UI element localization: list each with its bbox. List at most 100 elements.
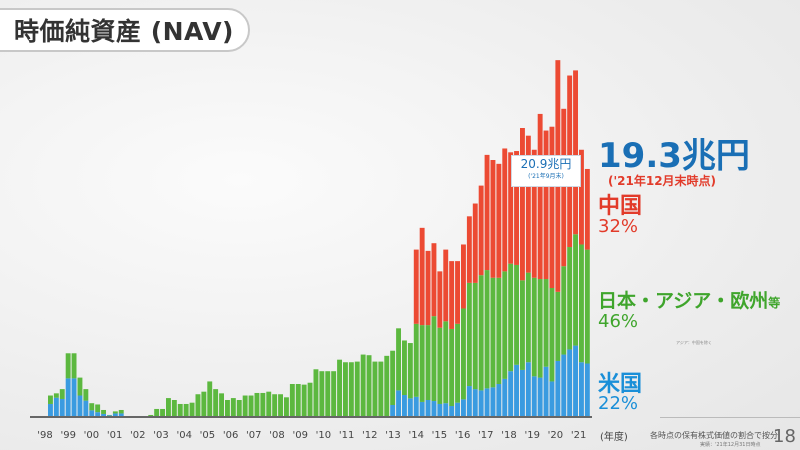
bar-japan-asia-europe: [402, 340, 407, 396]
x-tick-label: '05: [200, 430, 215, 441]
bar-japan-asia-europe: [230, 398, 236, 416]
jae-label: 日本・アジア・欧州等: [598, 286, 780, 313]
bar-japan-asia-europe: [166, 398, 171, 416]
bar-japan-asia-europe: [490, 277, 496, 388]
x-tick-label: '14: [408, 430, 423, 441]
bar-china: [461, 244, 466, 309]
bar-japan-asia-europe: [484, 270, 490, 389]
bar-us: [573, 345, 578, 416]
bar-us: [490, 387, 496, 416]
x-tick-label: '08: [269, 430, 284, 441]
footer-divider: [660, 417, 800, 418]
bar-us: [502, 378, 508, 416]
bar-japan-asia-europe: [325, 371, 331, 416]
bar-us: [396, 390, 401, 416]
bar-china: [431, 243, 437, 317]
bar-china: [443, 249, 449, 322]
bar-china: [425, 250, 431, 326]
bar-japan-asia-europe: [89, 403, 95, 411]
bar-japan-asia-europe: [207, 381, 213, 416]
bar-japan-asia-europe: [549, 288, 555, 382]
bar-japan-asia-europe: [567, 247, 573, 350]
bar-japan-asia-europe: [360, 354, 366, 416]
bar-china: [478, 185, 484, 276]
bar-us: [514, 364, 519, 416]
x-tick-label: '20: [548, 430, 563, 441]
bar-japan-asia-europe: [372, 361, 378, 416]
bar-us: [402, 395, 407, 416]
bar-us: [83, 400, 89, 416]
bar-us: [579, 362, 584, 416]
callout-value: 20.9兆円: [520, 157, 572, 171]
bar-japan-asia-europe: [101, 409, 106, 414]
bar-japan-asia-europe: [466, 282, 472, 387]
bar-us: [71, 378, 77, 416]
bar-japan-asia-europe: [189, 402, 195, 416]
x-axis-unit: (年度): [600, 432, 628, 443]
bar-us: [419, 401, 425, 416]
bar-us: [520, 369, 525, 416]
bar-japan-asia-europe: [478, 275, 484, 391]
bar-japan-asia-europe: [425, 325, 431, 400]
bar-us: [472, 389, 478, 416]
bar-japan-asia-europe: [461, 308, 466, 400]
bar-japan-asia-europe: [584, 249, 590, 364]
bar-us: [53, 397, 59, 416]
bar-us: [478, 390, 484, 416]
bar-japan-asia-europe: [71, 353, 77, 379]
bar-japan-asia-europe: [213, 389, 219, 416]
bar-japan-asia-europe: [337, 359, 342, 416]
x-tick-label: '13: [385, 430, 400, 441]
bar-japan-asia-europe: [502, 271, 508, 379]
bar-japan-asia-europe: [183, 403, 189, 416]
bar-japan-asia-europe: [413, 323, 419, 397]
bar-us: [466, 386, 472, 416]
bar-japan-asia-europe: [407, 343, 413, 399]
x-tick-label: '03: [153, 430, 168, 441]
callout-date: ('21年9月末): [528, 173, 564, 180]
bar-us: [431, 401, 437, 416]
bar-japan-asia-europe: [508, 263, 514, 372]
bar-us: [112, 413, 118, 416]
bar-us: [461, 399, 466, 416]
bar-japan-asia-europe: [455, 323, 460, 403]
x-tick-label: '01: [107, 430, 122, 441]
bar-us: [537, 377, 543, 416]
bar-japan-asia-europe: [154, 408, 160, 416]
bar-japan-asia-europe: [289, 384, 295, 416]
bar-japan-asia-europe: [201, 391, 207, 416]
bar-japan-asia-europe: [301, 384, 307, 416]
page-title: 時価純資産 (NAV): [0, 8, 250, 52]
bar-china: [490, 160, 496, 278]
x-tick-label: '98: [37, 430, 52, 441]
bar-japan-asia-europe: [537, 279, 543, 378]
bar-japan-asia-europe: [331, 371, 337, 416]
bar-us: [543, 366, 549, 416]
bar-japan-asia-europe: [443, 321, 449, 404]
bar-china: [413, 249, 419, 324]
us-pct: 22%: [598, 393, 639, 414]
bar-us: [59, 398, 65, 416]
bar-japan-asia-europe: [431, 316, 437, 402]
bar-japan-asia-europe: [343, 362, 348, 416]
bar-china: [579, 149, 584, 245]
bar-japan-asia-europe: [83, 389, 89, 401]
x-tick-label: '06: [223, 430, 238, 441]
bar-us: [107, 415, 112, 416]
bar-us: [549, 381, 555, 416]
jae-pct: 46%: [598, 311, 639, 332]
bar-china: [484, 154, 490, 271]
footnotes: アジア：中国を除く: [676, 340, 712, 345]
bar-china: [502, 148, 508, 272]
bar-japan-asia-europe: [384, 355, 390, 416]
bar-japan-asia-europe: [525, 272, 531, 363]
bar-japan-asia-europe: [313, 369, 319, 416]
jae-suffix: 等: [768, 296, 781, 310]
bar-japan-asia-europe: [396, 328, 401, 391]
bar-us: [48, 403, 53, 416]
bar-us: [567, 349, 573, 416]
bar-china: [466, 216, 472, 283]
x-tick-label: '07: [246, 430, 261, 441]
jae-label-text: 日本・アジア・欧州: [598, 290, 769, 312]
x-tick-label: '09: [292, 430, 307, 441]
